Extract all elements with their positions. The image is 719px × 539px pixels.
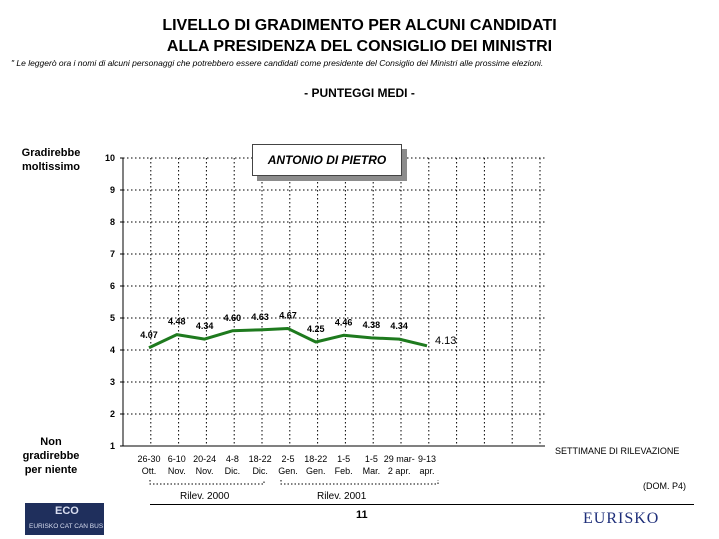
y-tick-label: 10 <box>105 153 115 163</box>
footer-divider <box>150 504 694 505</box>
y-axis-top-label-line: Gradirebbe <box>21 147 81 159</box>
title-line-2: ALLA PRESIDENZA DEL CONSIGLIO DEI MINIST… <box>166 38 553 55</box>
data-label: 4.60 <box>224 313 242 323</box>
x-tick-label: Dic. <box>252 466 268 476</box>
eco-logo-subtext: EURISKO CAT CAN BUS <box>29 523 104 530</box>
series-line <box>148 327 428 350</box>
y-tick-label: 4 <box>110 345 115 355</box>
y-tick-label: 9 <box>110 185 115 195</box>
data-label: 4.34 <box>390 321 408 331</box>
x-tick-label: 26-30 <box>137 454 160 464</box>
question-note: " Le leggerò ora i nomi di alcuni person… <box>11 58 544 68</box>
question-code: (DOM. P4) <box>643 481 687 491</box>
y-tick-label: 1 <box>110 441 115 451</box>
title-line-1: LIVELLO DI GRADIMENTO PER ALCUNI CANDIDA… <box>162 17 557 34</box>
x-tick-label: 9-13 <box>418 454 436 464</box>
eurisko-logo: EURISKO <box>583 510 660 527</box>
weeks-label: SETTIMANE DI RILEVAZIONE <box>555 446 680 456</box>
page-number: 11 <box>356 509 368 521</box>
x-tick-label: 1-5 <box>365 454 378 464</box>
y-tick-label: 7 <box>110 249 115 259</box>
data-label: 4.25 <box>307 324 325 334</box>
data-label: 4.13 <box>435 335 456 347</box>
y-axis-top-label: Gradirebbe moltissimo <box>11 146 91 174</box>
y-axis-bottom-label-line: per niente <box>24 464 78 476</box>
x-tick-label: Gen. <box>278 466 298 476</box>
y-tick-label: 3 <box>110 377 115 387</box>
period-2001-label: Rilev. 2001 <box>317 491 367 502</box>
period-2000-bracket <box>149 480 265 485</box>
y-tick-label: 6 <box>110 281 115 291</box>
x-tick-label: Ott. <box>142 466 157 476</box>
x-tick-label: Dic. <box>225 466 241 476</box>
x-tick-label: 2 apr. <box>388 466 411 476</box>
data-label: 4.34 <box>196 321 214 331</box>
data-label: 4.46 <box>335 317 353 327</box>
y-axis-bottom-label: Non gradirebbe per niente <box>11 435 91 477</box>
data-label: 4.63 <box>251 312 269 322</box>
x-tick-label: 18-22 <box>304 454 327 464</box>
y-tick-label: 2 <box>110 409 115 419</box>
x-tick-label: Nov. <box>196 466 214 476</box>
data-label: 4.07 <box>140 330 158 340</box>
period-2000-label: Rilev. 2000 <box>180 491 230 502</box>
x-tick-label: 1-5 <box>337 454 350 464</box>
x-tick-label: Nov. <box>168 466 186 476</box>
x-tick-label: 4-8 <box>226 454 239 464</box>
x-tick-label: 29 mar- <box>384 454 415 464</box>
x-tick-label: Mar. <box>363 466 381 476</box>
subtitle: - PUNTEGGI MEDI - <box>304 86 415 100</box>
x-tick-label: 2-5 <box>281 454 294 464</box>
data-label: 4.67 <box>279 311 297 321</box>
x-tick-label: Gen. <box>306 466 326 476</box>
y-axis-bottom-label-line: Non gradirebbe <box>22 436 80 462</box>
x-tick-label: Feb. <box>335 466 353 476</box>
period-2001-bracket <box>280 480 439 485</box>
eco-logo-text: ECO <box>55 505 79 517</box>
x-tick-label: 6-10 <box>168 454 186 464</box>
y-axis-top-label-line: moltissimo <box>21 161 81 173</box>
y-tick-label: 5 <box>110 313 115 323</box>
x-tick-label: apr. <box>419 466 434 476</box>
eco-logo: ECO EURISKO CAT CAN BUS <box>25 503 104 535</box>
x-tick-label: 20-24 <box>193 454 216 464</box>
series-legend-box: ANTONIO DI PIETRO <box>252 144 402 176</box>
data-label: 4.38 <box>363 320 381 330</box>
legend-series-name: ANTONIO DI PIETRO <box>267 153 387 167</box>
y-tick-label: 8 <box>110 217 115 227</box>
data-label: 4.48 <box>168 317 186 327</box>
x-tick-label: 18-22 <box>249 454 272 464</box>
